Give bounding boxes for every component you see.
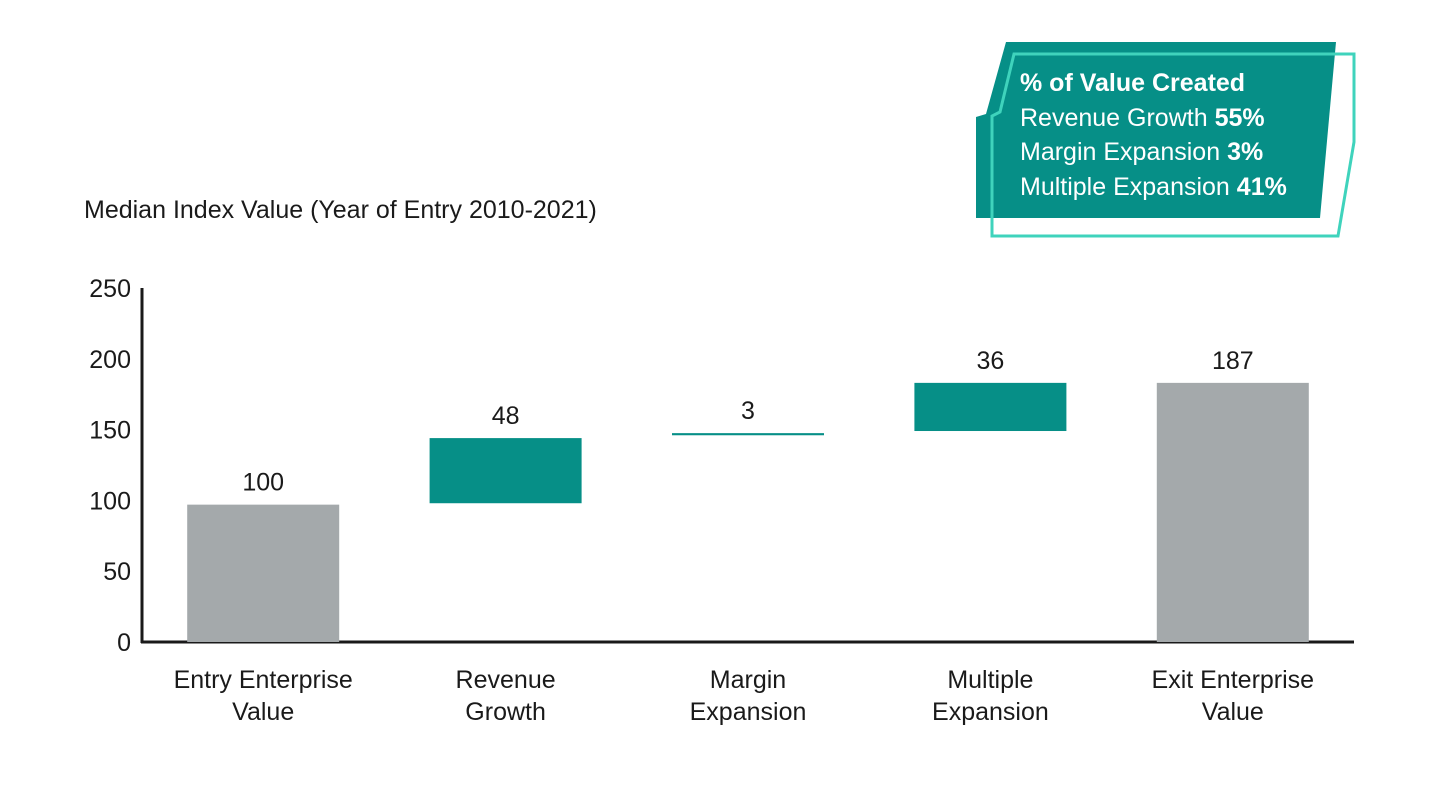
value-created-callout: % of Value Created Revenue Growth 55% Ma… <box>976 42 1356 238</box>
data-label: 36 <box>976 347 1004 375</box>
x-tick-label: Entry Enterprise <box>174 666 353 694</box>
y-tick-label: 0 <box>117 629 131 657</box>
callout-row-label: Margin Expansion <box>1020 138 1221 166</box>
bar-4 <box>1156 382 1309 642</box>
x-tick-label: Margin <box>710 666 786 694</box>
x-tick-label: Revenue <box>456 666 556 694</box>
bar-3 <box>914 382 1067 432</box>
y-tick-label: 200 <box>89 346 131 374</box>
callout-row-label: Revenue Growth <box>1020 103 1208 132</box>
y-tick-label: 50 <box>103 558 131 586</box>
x-tick-label: Value <box>232 698 294 726</box>
callout-title: % of Value Created <box>1020 69 1246 97</box>
callout-row-value: 3% <box>1227 138 1264 166</box>
y-tick-label: 250 <box>89 275 131 303</box>
y-tick-label: 100 <box>89 487 131 515</box>
x-tick-label: Exit Enterprise <box>1152 666 1315 694</box>
callout-fill <box>976 42 1336 218</box>
y-axis-title: Median Index Value (Year of Entry 2010-2… <box>84 196 597 224</box>
y-tick-label: 150 <box>89 417 131 445</box>
bar-0 <box>187 504 340 642</box>
data-label: 48 <box>492 402 520 430</box>
callout-shape <box>976 42 1356 238</box>
callout-row-revenue-growth: Revenue Growth 55% <box>1020 101 1287 136</box>
callout-text: % of Value Created Revenue Growth 55% Ma… <box>1020 66 1287 204</box>
callout-row-multiple-expansion: Multiple Expansion 41% <box>1020 170 1287 205</box>
callout-row-value: 55% <box>1214 103 1265 132</box>
data-label: 100 <box>242 469 284 497</box>
x-tick-label: Value <box>1202 698 1264 726</box>
callout-row-label: Multiple Expansion <box>1020 172 1230 201</box>
callout-row-value: 41% <box>1236 172 1287 201</box>
x-tick-label: Expansion <box>932 698 1049 726</box>
x-tick-label: Growth <box>465 698 546 726</box>
callout-row-margin-expansion: Margin Expansion 3% <box>1020 135 1287 170</box>
x-tick-label: Multiple <box>947 666 1033 694</box>
bar-2 <box>672 433 824 436</box>
data-label: 187 <box>1212 347 1254 375</box>
data-label: 3 <box>741 397 755 425</box>
bar-1 <box>429 438 582 504</box>
callout-outline <box>990 52 1356 238</box>
x-tick-label: Expansion <box>690 698 807 726</box>
